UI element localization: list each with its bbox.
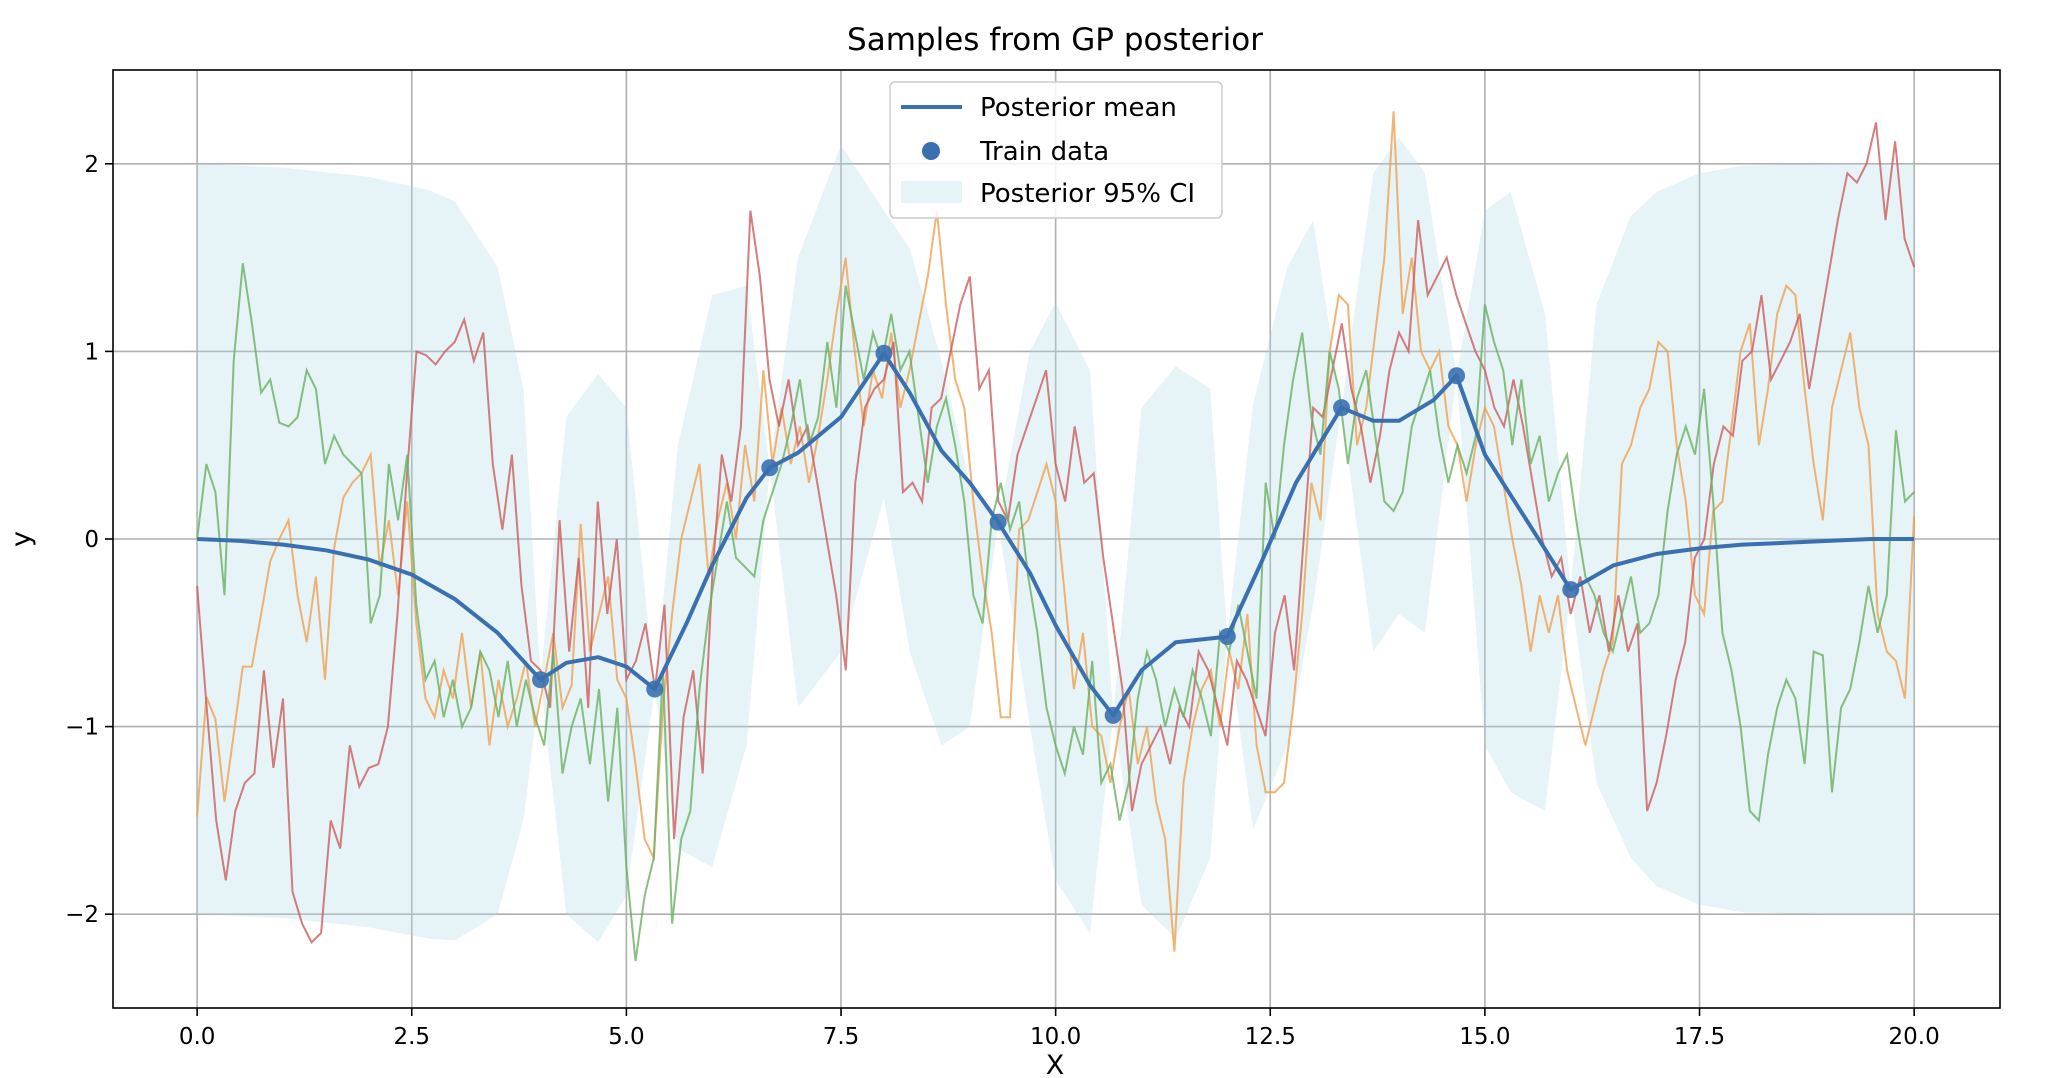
ci-band-layer — [197, 137, 1915, 943]
x-tick-label: 10.0 — [1030, 1024, 1081, 1050]
train-point — [1218, 628, 1236, 646]
train-point — [646, 680, 664, 698]
y-axis-label: y — [6, 531, 37, 547]
chart-title: Samples from GP posterior — [847, 22, 1263, 58]
x-axis-ticks: 0.0 2.5 5.0 7.5 10.0 12.5 15.0 17.5 20.0 — [179, 1008, 1940, 1050]
y-tick-label: −1 — [65, 715, 99, 741]
x-tick-label: 0.0 — [179, 1024, 216, 1050]
x-tick-label: 5.0 — [608, 1024, 645, 1050]
train-point — [532, 671, 550, 689]
train-point — [1562, 581, 1580, 599]
x-tick-label: 12.5 — [1245, 1024, 1296, 1050]
y-tick-label: 0 — [84, 527, 99, 553]
ci-band — [197, 137, 1915, 943]
train-points-layer — [532, 344, 1580, 724]
sample-line-1 — [196, 111, 1916, 952]
legend-box — [889, 81, 1223, 219]
y-tick-label: 2 — [84, 152, 99, 178]
x-tick-label: 15.0 — [1459, 1024, 1510, 1050]
train-point — [875, 344, 893, 362]
x-tick-label: 2.5 — [393, 1024, 430, 1050]
y-tick-label: −2 — [65, 902, 99, 928]
sample-lines-layer — [196, 111, 1916, 962]
train-point — [1333, 399, 1351, 417]
legend-ci-swatch — [901, 181, 962, 203]
train-point — [761, 459, 779, 477]
x-tick-label: 7.5 — [823, 1024, 860, 1050]
legend-label-ci: Posterior 95% CI — [980, 179, 1195, 209]
y-tick-label: 1 — [84, 339, 99, 365]
x-axis-label: X — [1046, 1050, 1065, 1078]
legend-label-train: Train data — [979, 137, 1109, 167]
sample-line-3 — [196, 263, 1915, 962]
legend-train-swatch — [922, 142, 940, 160]
train-point — [989, 513, 1007, 531]
y-axis-ticks: −2 −1 0 1 2 — [65, 152, 113, 928]
x-tick-label: 20.0 — [1889, 1024, 1940, 1050]
legend-label-mean: Posterior mean — [980, 93, 1177, 123]
train-point — [1448, 367, 1466, 385]
x-tick-label: 17.5 — [1674, 1024, 1725, 1050]
sample-line-2 — [196, 122, 1916, 944]
train-point — [1104, 706, 1122, 724]
legend: Posterior mean Train data Posterior 95% … — [889, 81, 1223, 219]
